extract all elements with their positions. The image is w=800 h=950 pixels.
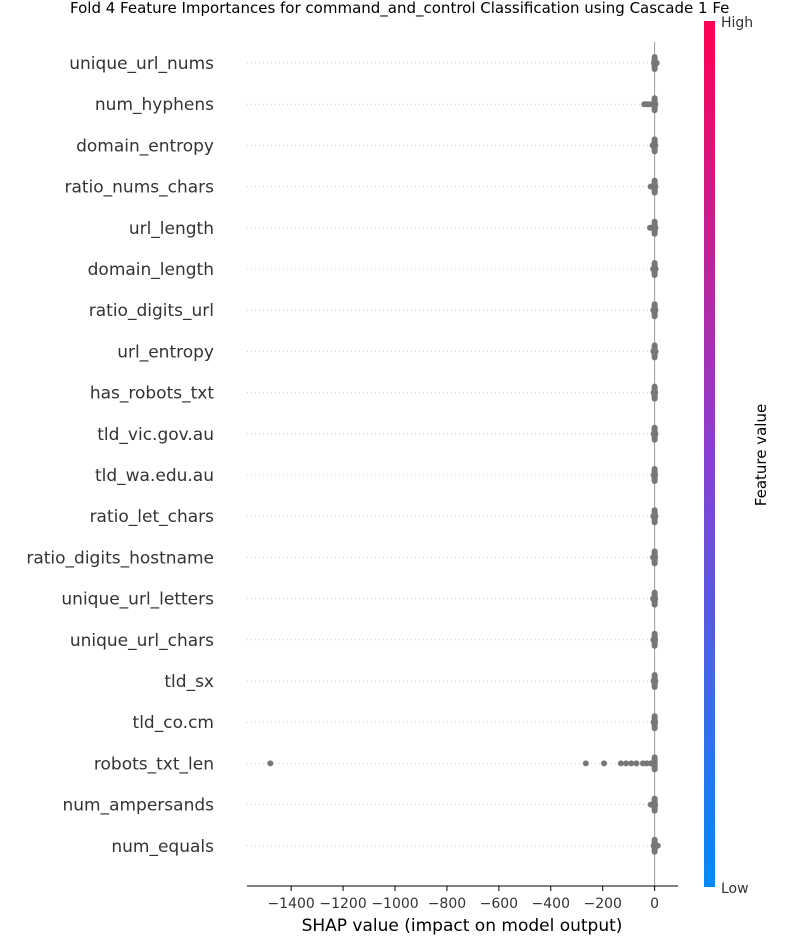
feature-label: tld_wa.edu.au xyxy=(95,466,214,486)
colorbar-label: Feature value xyxy=(752,404,770,506)
data-point xyxy=(652,636,659,643)
data-point xyxy=(652,183,659,190)
feature-label: unique_url_nums xyxy=(69,54,214,74)
x-tick-label: −1000 xyxy=(371,896,418,912)
data-point xyxy=(651,760,658,767)
x-axis-ticks: −1400 −1200 −1000 −800 −600 −400 −200 0 xyxy=(267,886,659,912)
x-tick-label: −800 xyxy=(428,896,466,912)
data-point xyxy=(652,307,659,314)
data-point xyxy=(652,472,659,478)
data-points xyxy=(267,54,661,855)
feature-label: tld_sx xyxy=(164,672,214,692)
feature-label: has_robots_txt xyxy=(90,384,215,404)
data-point xyxy=(652,678,659,684)
data-point xyxy=(582,760,589,767)
feature-label: ratio_digits_hostname xyxy=(26,548,214,568)
x-axis-label: SHAP value (impact on model output) xyxy=(302,916,623,936)
feature-label: domain_length xyxy=(88,260,214,280)
feature-label: url_entropy xyxy=(117,342,214,362)
data-point xyxy=(652,389,659,396)
feature-label: num_ampersands xyxy=(62,796,214,816)
feature-label: unique_url_chars xyxy=(70,631,214,651)
data-point xyxy=(652,801,659,808)
x-tick-label: −600 xyxy=(480,896,518,912)
data-point xyxy=(652,142,659,149)
x-tick-label: −400 xyxy=(532,896,570,912)
colorbar-high-label: High xyxy=(721,15,753,31)
x-tick-label: −200 xyxy=(583,896,621,912)
data-point xyxy=(652,224,659,231)
data-point xyxy=(654,842,661,849)
data-point xyxy=(652,719,659,726)
feature-label: ratio_digits_url xyxy=(89,301,214,321)
data-point xyxy=(652,595,659,602)
data-point xyxy=(652,430,659,437)
data-point xyxy=(267,760,274,767)
chart-title: Fold 4 Feature Importances for command_a… xyxy=(70,0,729,18)
feature-label: num_equals xyxy=(111,837,214,857)
feature-label: domain_entropy xyxy=(76,136,214,156)
feature-label: ratio_let_chars xyxy=(90,507,215,527)
feature-rows: unique_url_nums num_hyphens domain_entropy… xyxy=(26,42,656,886)
feature-label: num_hyphens xyxy=(95,95,214,115)
data-point xyxy=(653,60,660,66)
colorbar-low-label: Low xyxy=(721,881,749,897)
data-point xyxy=(652,554,659,561)
data-point xyxy=(623,760,630,767)
feature-label: url_length xyxy=(129,219,214,239)
feature-label: robots_txt_len xyxy=(94,754,214,774)
feature-label: tld_co.cm xyxy=(133,713,214,733)
data-point xyxy=(633,760,640,767)
data-point xyxy=(652,513,659,520)
x-tick-label: 0 xyxy=(650,896,659,912)
data-point xyxy=(652,101,659,108)
x-tick-label: −1200 xyxy=(319,896,366,912)
feature-label: ratio_nums_chars xyxy=(64,178,214,198)
data-point xyxy=(601,760,608,767)
feature-label: unique_url_letters xyxy=(61,590,214,610)
feature-label: tld_vic.gov.au xyxy=(97,425,214,445)
data-point xyxy=(628,760,635,767)
x-tick-label: −1400 xyxy=(267,896,314,912)
data-point xyxy=(652,348,659,355)
data-point xyxy=(652,266,659,272)
colorbar xyxy=(704,21,715,887)
data-point xyxy=(617,760,624,767)
